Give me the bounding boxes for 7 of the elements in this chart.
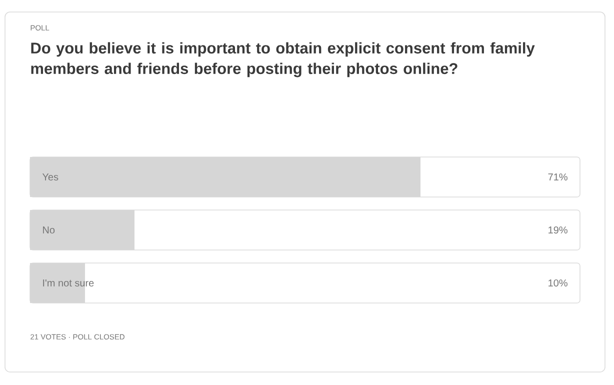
y-tick-label: I'm not sure <box>43 280 94 286</box>
y-tick-label: Yes <box>42 174 58 180</box>
chart-title: Do you believe it is important to obtain explicit consent from family members and friends before posting their photos online? <box>31 42 535 78</box>
y-tick-label: No <box>43 226 55 234</box>
data-label: 71% <box>548 173 568 180</box>
data-label: 19% <box>548 226 568 234</box>
data-label: 10% <box>548 279 568 287</box>
